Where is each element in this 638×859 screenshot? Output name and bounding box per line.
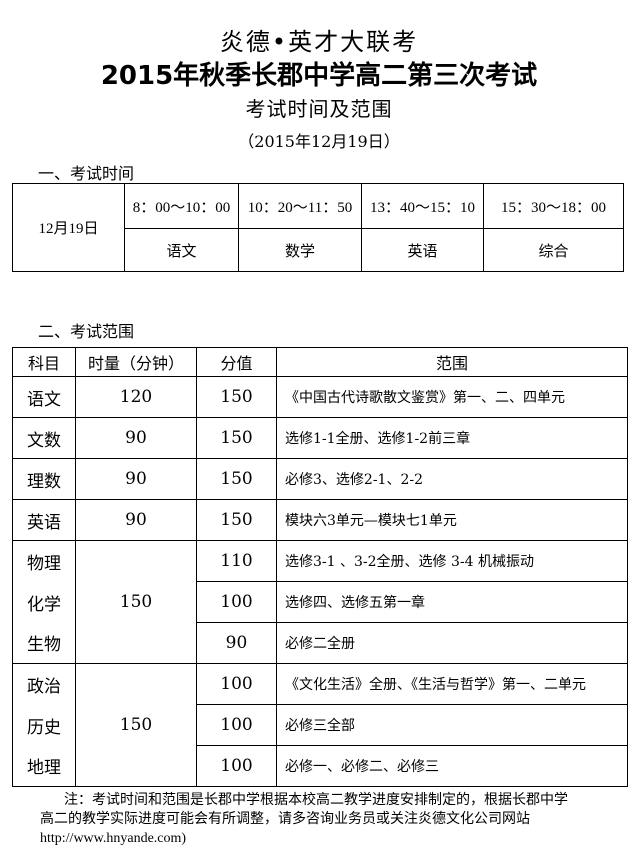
- slot-subject: 英语: [361, 228, 484, 272]
- table-row: 历史 100 必修三全部: [12, 704, 628, 746]
- footnote: 注：考试时间和范围是长郡中学根据本校高二教学进度安排制定的，根据长郡中学 高二的…: [40, 791, 620, 848]
- table-row: 理数 90 150 必修3、选修2-1、2-2: [12, 458, 628, 500]
- scope: 《中国古代诗歌散文鉴赏》第一、二、四单元: [276, 376, 628, 418]
- duration: 90: [75, 499, 197, 541]
- subject: 理数: [12, 458, 76, 500]
- score: 150: [196, 417, 277, 459]
- subject: 语文: [12, 376, 76, 418]
- slot-time: 15：30～18：00: [483, 183, 624, 229]
- score: 150: [196, 376, 277, 418]
- table-row: 地理 100 必修一、必修二、必修三: [12, 745, 628, 787]
- note-line: 高二的教学实际进度可能会有所调整，请多咨询业务员或关注炎德文化公司网站: [40, 811, 530, 827]
- table-row: 文数 90 150 选修1-1全册、选修1-2前三章: [12, 417, 628, 459]
- col-header: 分值: [196, 347, 277, 377]
- score: 110: [196, 540, 277, 582]
- scope: 选修1-1全册、选修1-2前三章: [276, 417, 628, 459]
- slot-subject: 语文: [124, 228, 239, 272]
- table-row: 政治 150 100 《文化生活》全册、《生活与哲学》第一、二单元: [12, 663, 628, 787]
- duration: 120: [75, 376, 197, 418]
- table-row: 化学 100 选修四、选修五第一章: [12, 581, 628, 623]
- score: 100: [196, 581, 277, 623]
- table-row: 生物 90 必修二全册: [12, 622, 628, 664]
- duration: 90: [75, 458, 197, 500]
- subject: 生物: [12, 622, 76, 664]
- page-title: 2015年秋季长郡中学高二第三次考试: [100, 61, 538, 91]
- slot-time: 10：20～11：50: [238, 183, 362, 229]
- scope: 必修三全部: [276, 704, 628, 746]
- exam-date: （2015年12月19日）: [238, 132, 400, 151]
- score: 100: [196, 704, 277, 746]
- score: 100: [196, 663, 277, 705]
- schedule-date: 12月19日: [12, 183, 125, 272]
- score: 150: [196, 458, 277, 500]
- page-subtitle: 考试时间及范围: [245, 97, 393, 121]
- org-title: 炎德•英才大联考: [219, 28, 419, 56]
- table-row: 语文 120 150 《中国古代诗歌散文鉴赏》第一、二、四单元: [12, 376, 628, 418]
- duration: 150: [75, 540, 197, 664]
- score: 90: [196, 622, 277, 664]
- slot-subject: 数学: [238, 228, 362, 272]
- scope: 《文化生活》全册、《生活与哲学》第一、二单元: [276, 663, 628, 705]
- col-header: 时量（分钟）: [75, 347, 197, 377]
- slot-time: 13：40～15：10: [361, 183, 484, 229]
- scope: 必修二全册: [276, 622, 628, 664]
- subject: 政治: [12, 663, 76, 705]
- subject: 英语: [12, 499, 76, 541]
- scope: 模块六3单元—模块七1单元: [276, 499, 628, 541]
- schedule-table: 12月19日 8：00～10：00 10：20～11：50 13：40～15：1…: [12, 183, 624, 272]
- website-link[interactable]: http://www.hnyande.com): [40, 831, 187, 846]
- col-header: 范围: [276, 347, 628, 377]
- subject: 物理: [12, 540, 76, 582]
- slot-subject: 综合: [483, 228, 624, 272]
- subject: 历史: [12, 704, 76, 746]
- subject: 文数: [12, 417, 76, 459]
- col-header: 科目: [12, 347, 76, 377]
- scope: 选修3-1 、3-2全册、选修 3-4 机械振动: [276, 540, 628, 582]
- subject: 化学: [12, 581, 76, 623]
- note-line: 注：考试时间和范围是长郡中学根据本校高二教学进度安排制定的，根据长郡中学: [64, 792, 568, 808]
- subject: 地理: [12, 745, 76, 787]
- scope: 必修3、选修2-1、2-2: [276, 458, 628, 500]
- section1-heading: 一、考试时间: [38, 164, 135, 183]
- score: 100: [196, 745, 277, 787]
- slot-time: 8：00～10：00: [124, 183, 239, 229]
- table-row: 英语 90 150 模块六3单元—模块七1单元: [12, 499, 628, 541]
- table-row: 物理 150 110 选修3-1 、3-2全册、选修 3-4 机械振动: [12, 540, 628, 664]
- scope: 必修一、必修二、必修三: [276, 745, 628, 787]
- duration: 90: [75, 417, 197, 459]
- section2-heading: 二、考试范围: [38, 322, 135, 341]
- duration: 150: [75, 663, 197, 787]
- scope: 选修四、选修五第一章: [276, 581, 628, 623]
- scope-table: 科目 时量（分钟） 分值 范围 语文 120 150 《中国古代诗歌散文鉴赏》第一、二…: [12, 347, 628, 787]
- score: 150: [196, 499, 277, 541]
